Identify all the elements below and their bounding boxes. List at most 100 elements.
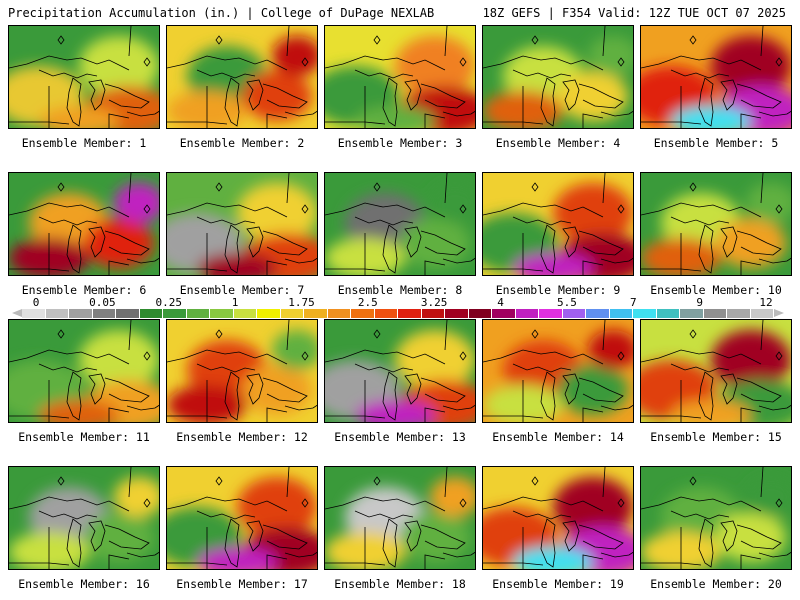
colorbar-cell [116, 309, 140, 318]
colorbar-tick-label: 9 [696, 296, 703, 309]
precip-contour-region [84, 512, 154, 562]
precip-field-map [167, 26, 317, 128]
precip-contour-region [84, 218, 154, 268]
precip-field-map [325, 467, 475, 569]
colorbar-tick-label: 7 [629, 296, 637, 309]
colorbar-cell [257, 309, 281, 318]
precip-field-map [9, 173, 159, 275]
ensemble-map-panel [324, 466, 476, 570]
colorbar-high-arrow [774, 309, 784, 317]
precip-contour-region [395, 36, 475, 96]
precip-field-map [483, 320, 633, 422]
ensemble-member-label: Ensemble Member: 17 [176, 577, 308, 591]
precip-contour-region [513, 547, 593, 569]
precip-contour-region [39, 400, 119, 422]
ensemble-map-panel [166, 172, 318, 276]
precip-contour-region [430, 183, 475, 223]
precip-contour-region [114, 183, 159, 223]
precip-contour-region [39, 106, 119, 128]
colorbar-cell [374, 309, 398, 318]
precip-contour-region [197, 253, 277, 275]
ensemble-member-label: Ensemble Member: 8 [337, 283, 463, 297]
ensemble-member-label: Ensemble Member: 11 [18, 430, 150, 444]
precip-contour-region [79, 330, 159, 390]
ensemble-member-label: Ensemble Member: 15 [650, 430, 782, 444]
colorbar-cell [445, 309, 469, 318]
precip-field-map [167, 320, 317, 422]
precip-field-map [167, 173, 317, 275]
ensemble-map-panel [482, 172, 634, 276]
precip-contour-region [746, 183, 791, 223]
ensemble-member-label: Ensemble Member: 19 [492, 577, 624, 591]
ensemble-map-panel [640, 319, 792, 423]
ensemble-member-label: Ensemble Member: 3 [337, 136, 463, 150]
colorbar-cell [210, 309, 234, 318]
colorbar-cell [703, 309, 727, 318]
colorbar-cell [515, 309, 539, 318]
precip-field-map [483, 173, 633, 275]
precip-contour-region [272, 36, 317, 76]
colorbar-cell [586, 309, 610, 318]
precip-field-map [9, 467, 159, 569]
precip-contour-region [197, 547, 277, 569]
precip-field-map [483, 467, 633, 569]
colorbar-cell [233, 309, 257, 318]
precip-field-map [641, 467, 791, 569]
precip-field-map [9, 26, 159, 128]
colorbar-cell [609, 309, 633, 318]
colorbar-tick-label: 5.5 [556, 296, 577, 309]
precip-contour-region [79, 36, 159, 96]
precip-contour-region [711, 36, 791, 96]
colorbar-tick-label: 3.25 [420, 296, 448, 309]
ensemble-map-panel [324, 172, 476, 276]
ensemble-member-label: Ensemble Member: 14 [492, 430, 624, 444]
precip-field-map [325, 26, 475, 128]
colorbar-tick-label: 1.75 [288, 296, 315, 309]
ensemble-map-panel [324, 25, 476, 129]
precip-contour-region [588, 330, 633, 370]
colorbar-cell [492, 309, 516, 318]
precip-contour-region [355, 106, 435, 128]
ensemble-member-label: Ensemble Member: 7 [179, 283, 305, 297]
colorbar-cell [656, 309, 680, 318]
precip-contour-region [716, 218, 786, 268]
precip-contour-region [588, 36, 633, 76]
ensemble-map-panel [166, 25, 318, 129]
ensemble-map-panel [8, 319, 160, 423]
precip-contour-region [558, 71, 628, 121]
colorbar-cell [280, 309, 304, 318]
ensemble-map-panel [482, 466, 634, 570]
ensemble-map-panel [640, 466, 792, 570]
ensemble-member-label: Ensemble Member: 20 [650, 577, 782, 591]
precip-contour-region [237, 477, 317, 537]
precip-contour-region [114, 477, 159, 517]
colorbar-cell [304, 309, 328, 318]
precip-field-map [167, 467, 317, 569]
colorbar-cell [680, 309, 704, 318]
colorbar-tick-label: 0.05 [89, 296, 116, 309]
colorbar-tick-label: 0.25 [155, 296, 182, 309]
ensemble-map-panel [166, 319, 318, 423]
ensemble-member-label: Ensemble Member: 10 [650, 283, 782, 297]
colorbar-cell [92, 309, 116, 318]
precip-contour-region [671, 106, 751, 128]
precip-contour-region [272, 330, 317, 370]
precip-contour-region [237, 183, 317, 243]
ensemble-map-panel [482, 319, 634, 423]
colorbar-cell [421, 309, 445, 318]
precip-field-map [483, 26, 633, 128]
ensemble-map-panel [640, 172, 792, 276]
colorbar-cell [539, 309, 563, 318]
precip-field-map [641, 173, 791, 275]
ensemble-member-label: Ensemble Member: 6 [21, 283, 147, 297]
precip-contour-region [513, 253, 593, 275]
colorbar-tick-label: 4 [497, 296, 504, 309]
run-info: 18Z GEFS | F354 Valid: 12Z TUE OCT 07 20… [482, 6, 786, 20]
colorbar-cell [327, 309, 351, 318]
ensemble-member-label: Ensemble Member: 5 [653, 136, 779, 150]
precip-field-map [641, 320, 791, 422]
precip-contour-region [558, 365, 628, 415]
product-title: Precipitation Accumulation (in.) | Colle… [8, 6, 435, 20]
precip-field-map [641, 26, 791, 128]
ensemble-member-label: Ensemble Member: 13 [334, 430, 466, 444]
